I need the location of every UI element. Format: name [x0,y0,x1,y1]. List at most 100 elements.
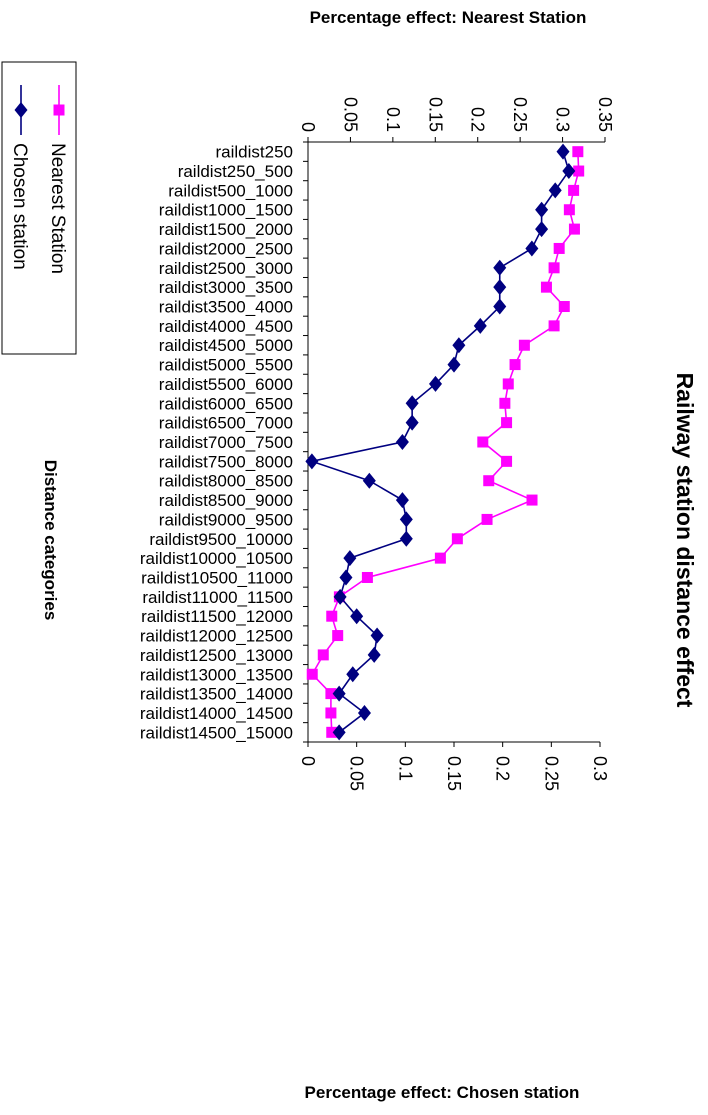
data-point-chosen-station [535,201,549,218]
category-tick-label: raildist10000_10500 [140,549,293,568]
data-point-nearest-station [483,475,495,487]
data-point-chosen-station [405,414,419,431]
category-tick-label: raildist8500_9000 [159,491,293,510]
category-tick-label: raildist9500_10000 [149,530,293,549]
data-point-nearest-station [572,146,584,158]
data-point-nearest-station [518,339,530,351]
data-point-chosen-station [362,472,376,489]
chart-title: Railway station distance effect [672,373,698,708]
data-point-chosen-station [333,588,347,605]
data-point-chosen-station [332,685,346,702]
data-point-chosen-station [399,511,413,528]
category-tick-label: raildist11500_12000 [141,607,293,626]
top-axis-tick-label: 0.35 [595,97,615,132]
data-point-nearest-station [501,455,513,467]
bottom-axis-tick-label: 0.3 [590,756,610,781]
top-axis-tick-label: 0.05 [340,97,360,132]
category-tick-label: raildist3000_3500 [159,278,293,297]
data-point-nearest-station [306,668,318,680]
bottom-axis-tick-label: 0 [298,756,318,766]
category-tick-label: raildist13000_13500 [140,665,293,684]
data-point-chosen-station [305,453,319,470]
data-point-chosen-station [447,356,461,373]
category-tick-label: raildist2000_2500 [159,239,293,258]
data-point-nearest-station [526,494,538,506]
category-tick-label: raildist1500_2000 [159,220,293,239]
category-tick-label: raildist8000_8500 [159,472,293,491]
top-axis-tick-label: 0.15 [425,97,445,132]
category-tick-label: raildist2500_3000 [159,259,293,278]
data-point-nearest-station [325,707,337,719]
data-point-nearest-station [325,688,337,700]
data-point-nearest-station [502,378,514,390]
data-point-chosen-station [548,182,562,199]
bottom-axis-tick-label: 0.2 [493,756,513,781]
data-point-nearest-station [481,513,493,525]
category-tick-label: raildist10500_11000 [141,568,293,587]
category-tick-label: raildist12500_13000 [140,646,293,665]
data-point-nearest-station [499,397,511,409]
diamond-marker-icon [14,102,28,118]
data-point-nearest-station [361,571,373,583]
category-tick-label: raildist12000_12500 [140,627,293,646]
data-point-chosen-station [562,163,576,180]
data-point-chosen-station [339,569,353,586]
data-point-nearest-station [326,610,338,622]
category-tick-label: raildist1000_1500 [159,201,293,220]
category-tick-label: raildist6000_6500 [159,394,293,413]
data-point-nearest-station [568,223,580,235]
category-tick-label: raildist7000_7500 [159,433,293,452]
data-point-chosen-station [525,240,539,257]
data-point-chosen-station [429,375,443,392]
category-tick-label: raildist9000_9500 [159,510,293,529]
category-axis-title: Distance categories [41,460,60,621]
legend-item-chosen-station: Chosen station [9,85,30,270]
data-point-chosen-station [493,279,507,296]
data-point-chosen-station [332,724,346,741]
data-point-chosen-station [493,298,507,315]
data-point-nearest-station [548,262,560,274]
data-point-nearest-station [332,630,344,642]
top-axis-tick-label: 0.25 [510,97,530,132]
square-marker-icon [53,104,65,116]
data-point-nearest-station [568,184,580,196]
category-tick-label: raildist250 [216,143,294,162]
bottom-axis-tick-label: 0.1 [395,756,415,781]
data-point-chosen-station [395,434,409,450]
data-point-nearest-station [317,649,329,661]
category-tick-label: raildist4500_5000 [159,336,293,355]
data-point-chosen-station [405,395,419,412]
series-line-chosen-station [308,151,570,733]
category-tick-label: raildist13500_14000 [140,685,293,704]
top-axis-tick-label: 0.1 [383,107,403,132]
bottom-axis-tick-label: 0.15 [444,756,464,791]
data-point-chosen-station [367,646,381,663]
category-tick-label: raildist3500_4000 [159,298,293,317]
category-tick-label: raildist14500_15000 [140,723,293,742]
data-point-nearest-station [553,242,565,254]
data-point-nearest-station [477,436,489,448]
data-point-chosen-station [493,259,507,276]
legend-label-nearest-station: Nearest Station [47,143,68,274]
category-tick-label: raildist5500_6000 [159,375,293,394]
series-line-nearest-station [311,151,580,733]
bottom-axis-title: Percentage effect: Chosen station [305,1083,580,1102]
bottom-axis-tick-label: 0.05 [347,756,367,791]
category-tick-label: raildist14000_14500 [140,704,293,723]
top-axis-tick-label: 0.3 [553,107,573,132]
category-tick-label: raildist500_1000 [168,181,293,200]
data-point-chosen-station [357,704,371,721]
data-point-chosen-station [395,492,409,509]
data-point-chosen-station [343,550,357,567]
category-tick-label: raildist4000_4500 [159,317,293,336]
top-axis-tick-label: 0 [298,122,318,132]
data-point-nearest-station [451,533,463,545]
data-point-chosen-station [346,666,360,683]
category-tick-label: raildist7500_8000 [159,452,293,471]
data-point-chosen-station [370,627,384,644]
data-point-nearest-station [540,281,552,293]
data-point-chosen-station [399,530,413,547]
category-tick-label: raildist6500_7000 [159,414,293,433]
data-point-nearest-station [434,552,446,564]
category-tick-label: raildist5000_5500 [159,356,293,375]
